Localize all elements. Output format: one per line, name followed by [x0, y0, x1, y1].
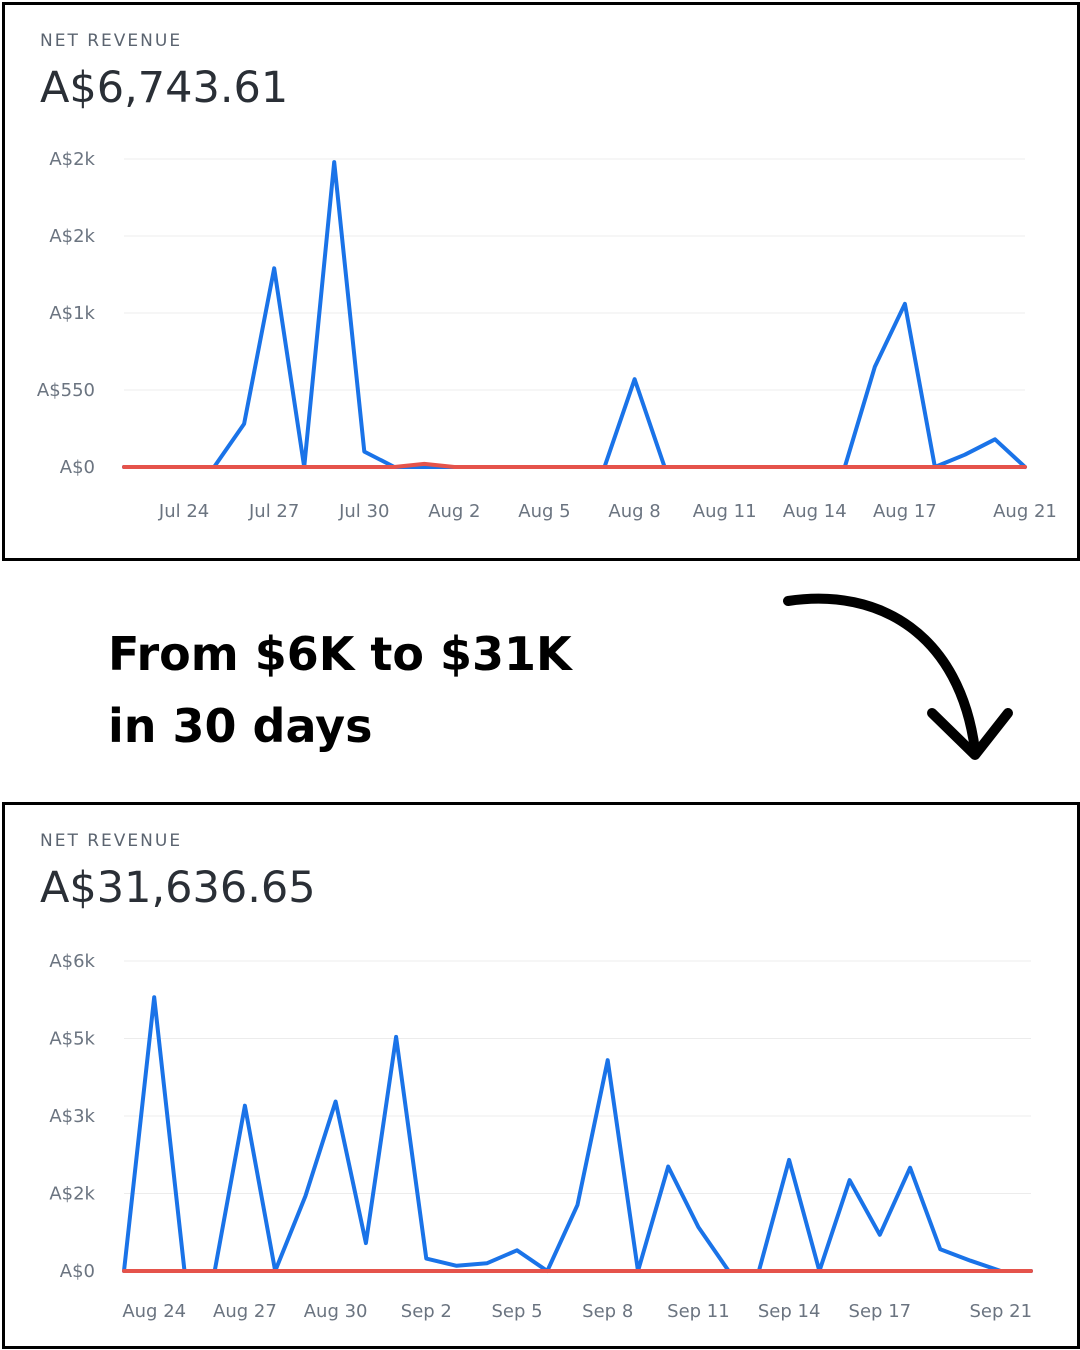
x-tick-label: Aug 2 — [428, 501, 480, 522]
x-tick-label: Sep 21 — [969, 1301, 1032, 1322]
x-tick-label: Aug 24 — [122, 1301, 186, 1322]
y-tick-label: A$2k — [49, 149, 95, 170]
revenue-chart-after: A$0 A$2k A$3k A$5k A$6k Aug 24 Aug 27 Aug 30 Sep… — [49, 951, 1033, 1322]
y-tick-label: A$1k — [49, 303, 95, 324]
y-tick-label: A$550 — [37, 380, 95, 401]
top-revenue-panel: NET REVENUE A$6,743.61 A$0 A$550 A$1k A$2k A… — [2, 2, 1080, 561]
net-revenue-label: NET REVENUE — [40, 31, 183, 51]
headline-line-1: From $6K to $31K — [108, 627, 572, 681]
x-tick-label: Sep 8 — [582, 1301, 633, 1322]
x-tick-label: Aug 5 — [518, 501, 570, 522]
y-tick-label: A$0 — [60, 1261, 95, 1282]
x-tick-label: Jul 27 — [248, 501, 299, 522]
headline: From $6K to $31K in 30 days — [108, 618, 572, 762]
net-revenue-total: A$31,636.65 — [40, 863, 316, 913]
x-tick-label: Jul 24 — [158, 501, 209, 522]
x-tick-label: Jul 30 — [338, 501, 389, 522]
y-tick-label: A$6k — [49, 951, 95, 972]
y-tick-label: A$3k — [49, 1106, 95, 1127]
y-tick-label: A$0 — [60, 457, 95, 478]
y-tick-label: A$5k — [49, 1029, 95, 1050]
net-revenue-total: A$6,743.61 — [40, 63, 289, 113]
x-tick-label: Aug 17 — [873, 501, 937, 522]
bottom-revenue-panel: NET REVENUE A$31,636.65 A$0 A$2k A$3k A$5k A… — [2, 802, 1080, 1349]
revenue-chart-before: A$0 A$550 A$1k A$2k A$2k Jul 24 Jul 27 Jul 30 Au… — [37, 149, 1057, 522]
y-tick-label: A$2k — [49, 1184, 95, 1205]
x-tick-label: Sep 11 — [667, 1301, 730, 1322]
x-tick-label: Aug 27 — [213, 1301, 277, 1322]
x-tick-label: Aug 30 — [304, 1301, 368, 1322]
headline-line-2: in 30 days — [108, 699, 373, 753]
curved-down-arrow-icon — [783, 593, 1013, 760]
revenue-series-line — [122, 160, 1027, 469]
y-tick-label: A$2k — [49, 226, 95, 247]
x-tick-label: Sep 14 — [758, 1301, 821, 1322]
x-tick-label: Sep 5 — [491, 1301, 542, 1322]
x-tick-label: Aug 21 — [993, 501, 1057, 522]
x-tick-label: Sep 2 — [401, 1301, 452, 1322]
x-tick-label: Aug 11 — [693, 501, 757, 522]
x-tick-label: Aug 8 — [608, 501, 660, 522]
x-tick-label: Sep 17 — [849, 1301, 912, 1322]
comparison-series-line — [122, 461, 1027, 469]
net-revenue-label: NET REVENUE — [40, 831, 183, 851]
x-tick-label: Aug 14 — [783, 501, 847, 522]
